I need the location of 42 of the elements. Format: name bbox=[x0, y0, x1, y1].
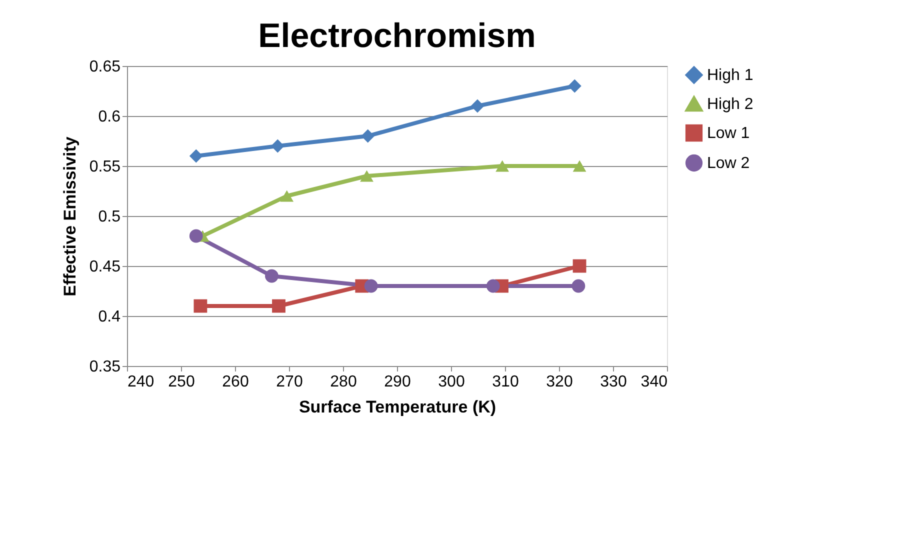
x-tick-label: 320 bbox=[546, 374, 573, 390]
y-tick-label: 0.65 bbox=[89, 58, 121, 76]
legend-label: Low 2 bbox=[707, 155, 750, 172]
x-tick-label: 310 bbox=[492, 374, 519, 390]
point bbox=[496, 160, 510, 172]
x-tick-label: 300 bbox=[438, 374, 465, 390]
x-tick-label: 260 bbox=[222, 374, 249, 390]
y-tick-label: 0.45 bbox=[89, 258, 121, 276]
point bbox=[272, 299, 286, 313]
x-tick-label: 330 bbox=[600, 374, 627, 390]
y-tick-label: 0.5 bbox=[98, 208, 121, 226]
point bbox=[361, 129, 375, 143]
point bbox=[189, 149, 203, 163]
y-tick-label: 0.35 bbox=[89, 358, 121, 376]
point bbox=[265, 269, 278, 283]
point bbox=[572, 160, 586, 172]
legend-label: High 1 bbox=[707, 67, 754, 84]
point bbox=[470, 99, 484, 113]
x-axis-title: Surface Temperature (K) bbox=[298, 398, 496, 416]
point bbox=[189, 229, 203, 243]
x-tick-label: 290 bbox=[384, 374, 411, 390]
point bbox=[572, 259, 586, 273]
x-tick-label: 240 bbox=[128, 374, 154, 390]
point bbox=[194, 299, 208, 313]
point bbox=[280, 190, 294, 202]
y-tick-label: 0.4 bbox=[98, 308, 121, 326]
point bbox=[364, 279, 378, 293]
legend-label: Low 1 bbox=[707, 125, 750, 142]
x-tick-label: 250 bbox=[168, 374, 195, 390]
y-axis-title: Effective Emissivity bbox=[60, 136, 80, 296]
point bbox=[568, 79, 582, 93]
y-tick-label: 0.55 bbox=[89, 158, 121, 176]
x-tick-label: 340 bbox=[640, 374, 668, 390]
point bbox=[486, 279, 500, 293]
legend-label: High 2 bbox=[707, 96, 754, 113]
point bbox=[360, 170, 374, 182]
chart-title: Electrochromism bbox=[258, 17, 536, 55]
x-tick-label: 270 bbox=[276, 374, 303, 390]
y-tick-label: 0.6 bbox=[98, 108, 121, 126]
point bbox=[572, 279, 586, 293]
point bbox=[270, 139, 284, 153]
x-tick-label: 280 bbox=[330, 374, 357, 390]
